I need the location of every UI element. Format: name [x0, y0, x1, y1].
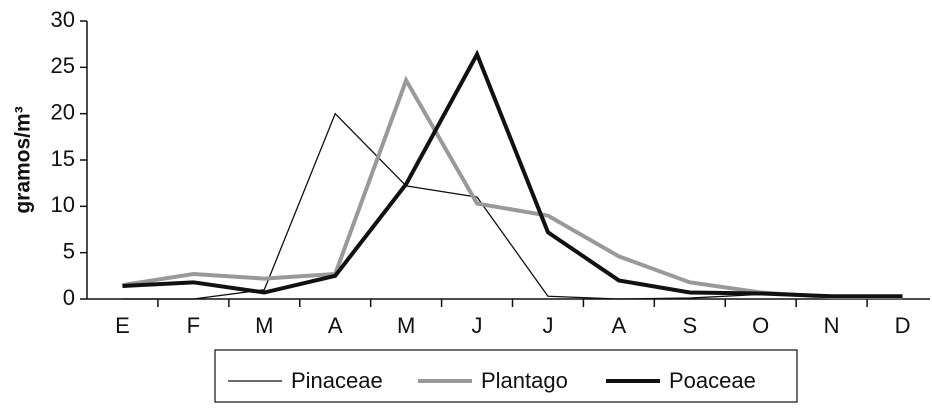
series-line	[122, 75, 903, 300]
y-tick-label: 30	[51, 7, 75, 32]
y-tick-label: 5	[63, 238, 75, 263]
series-line	[122, 49, 903, 299]
x-tick-label: E	[115, 313, 130, 338]
legend-label: Plantago	[481, 368, 568, 393]
x-tick-label: J	[472, 313, 483, 338]
y-tick-label: 25	[51, 53, 75, 78]
x-tick-label: J	[542, 313, 553, 338]
y-tick-label: 0	[63, 285, 75, 310]
legend-label: Pinaceae	[291, 368, 383, 393]
y-axis-label: gramos/m³	[12, 106, 35, 213]
x-tick-label: S	[682, 313, 697, 338]
y-tick-label: 15	[51, 146, 75, 171]
x-tick-label: M	[255, 313, 273, 338]
x-tick-label: M	[397, 313, 415, 338]
legend-box	[214, 349, 798, 403]
legend-label: Poaceae	[669, 368, 756, 393]
y-tick-label: 20	[51, 99, 75, 124]
x-tick-label: A	[328, 313, 343, 338]
x-tick-label: F	[187, 313, 200, 338]
x-tick-label: O	[752, 313, 769, 338]
x-tick-label: N	[824, 313, 840, 338]
x-tick-label: A	[612, 313, 627, 338]
y-tick-label: 10	[51, 192, 75, 217]
x-tick-label: D	[895, 313, 911, 338]
